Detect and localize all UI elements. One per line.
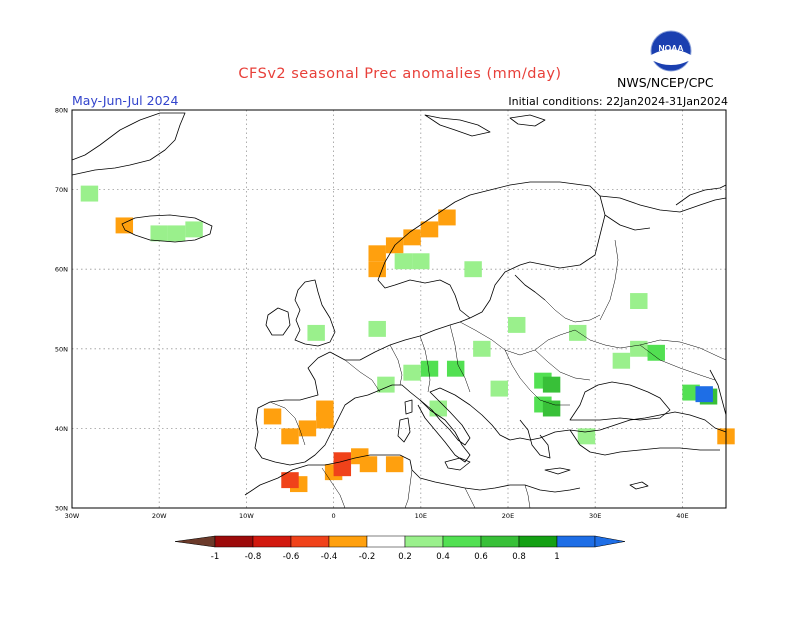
anomaly-cell (368, 245, 386, 262)
map-gridlines (72, 110, 726, 508)
colorbar-swatch (442, 535, 482, 548)
lon-label: 20E (502, 512, 514, 520)
colorbar-tick-label: 1 (554, 552, 559, 562)
colorbar-tick-label: -0.6 (283, 552, 300, 562)
anomaly-cell (368, 261, 386, 278)
longitude-labels: 30W 20W 10W 0 10E 20E 30E 40E (65, 512, 689, 520)
initial-conditions: Initial conditions: 22Jan2024-31Jan2024 (508, 95, 728, 108)
anomaly-cell (281, 428, 299, 445)
anomaly-cell (612, 352, 631, 369)
svg-text:NOAA: NOAA (658, 43, 683, 53)
anomaly-cell (80, 185, 99, 202)
chart-title: CFSv2 seasonal Prec anomalies (mm/day) (238, 66, 562, 82)
colorbar-tick-label: -0.4 (321, 552, 338, 562)
agency-label: NWS/NCEP/CPC (617, 75, 714, 90)
lon-label: 30E (589, 512, 601, 520)
anomaly-cell (464, 261, 482, 278)
anomaly-cell (420, 360, 439, 377)
anomaly-cell (115, 217, 134, 234)
anomaly-cell (508, 316, 526, 333)
anomaly-cell (630, 340, 648, 357)
lon-label: 0 (332, 512, 336, 520)
anomaly-cell (307, 324, 325, 341)
lat-label: 40N (55, 425, 68, 433)
lon-label: 30W (65, 512, 80, 520)
anomaly-cell (403, 364, 421, 381)
coastlines (71, 112, 727, 509)
anomaly-cells (80, 185, 735, 493)
colorbar-tick-label: 0.6 (474, 552, 488, 562)
lat-label: 30N (55, 505, 68, 513)
latitude-labels: 80N 70N 60N 50N 40N 30N (55, 107, 68, 513)
colorbar-tick-label: 0.8 (512, 552, 526, 562)
colorbar-swatch (518, 535, 558, 548)
anomaly-cell (490, 380, 508, 397)
precip-anomaly-map: 80N 70N 60N 50N 40N 30N 30W 20W 10W 0 10E 20E 30E 40… (55, 107, 735, 520)
anomaly-cell (394, 253, 413, 270)
anomaly-cell (403, 229, 421, 246)
colorbar-swatch (480, 535, 520, 548)
colorbar-tick-labels: -1 -0.8 -0.6 -0.4 -0.2 0.2 0.4 0.6 0.8 1 (211, 552, 560, 562)
anomaly-cell (185, 221, 203, 238)
forecast-period: May-Jun-Jul 2024 (72, 93, 179, 108)
anomaly-cell (150, 225, 168, 242)
anomaly-cell (420, 221, 439, 238)
lat-label: 50N (55, 345, 68, 353)
anomaly-cell (630, 293, 648, 309)
anomaly-cell (647, 344, 665, 361)
anomaly-cell (351, 448, 369, 465)
anomaly-cell (263, 408, 282, 425)
anomaly-cell (542, 400, 561, 417)
colorbar-swatch (404, 535, 444, 548)
lon-label: 10E (415, 512, 427, 520)
anomaly-cell (542, 376, 561, 393)
anomaly-cell (695, 386, 713, 403)
lat-label: 70N (55, 186, 68, 194)
noaa-logo-icon: NOAA (650, 30, 692, 72)
anomaly-cell (333, 452, 352, 469)
colorbar-swatch (174, 535, 216, 548)
anomaly-cell (167, 225, 186, 242)
anomaly-cell (412, 253, 430, 270)
colorbar-swatch (594, 535, 626, 548)
lon-label: 10W (239, 512, 254, 520)
colorbar-tick-label: -1 (211, 552, 219, 562)
colorbar-swatch (290, 535, 330, 548)
anomaly-cell (298, 420, 317, 437)
colorbar-swatches (174, 535, 626, 548)
anomaly-cell (577, 428, 596, 445)
lat-label: 60N (55, 266, 68, 274)
colorbar-swatch (328, 535, 368, 548)
colorbar-tick-label: 0.4 (436, 552, 450, 562)
lon-label: 20W (152, 512, 167, 520)
map-frame (71, 109, 727, 509)
colorbar-swatch (366, 535, 406, 548)
colorbar-swatch (556, 535, 596, 548)
anomaly-cell (377, 376, 395, 393)
anomaly-cell (368, 320, 386, 337)
colorbar-swatch (252, 535, 292, 548)
anomaly-cell (473, 340, 491, 357)
anomaly-cell (569, 324, 587, 341)
anomaly-cell (316, 400, 334, 417)
anomaly-cell (385, 456, 404, 473)
anomaly-cell (438, 209, 456, 226)
lat-label: 80N (55, 107, 68, 115)
lon-label: 40E (676, 512, 688, 520)
anomaly-cell (446, 360, 465, 377)
colorbar-tick-label: -0.2 (359, 552, 376, 562)
colorbar-tick-label: 0.2 (398, 552, 412, 562)
anomaly-cell (281, 472, 299, 489)
colorbar-swatch (214, 535, 254, 548)
colorbar-tick-label: -0.8 (245, 552, 262, 562)
